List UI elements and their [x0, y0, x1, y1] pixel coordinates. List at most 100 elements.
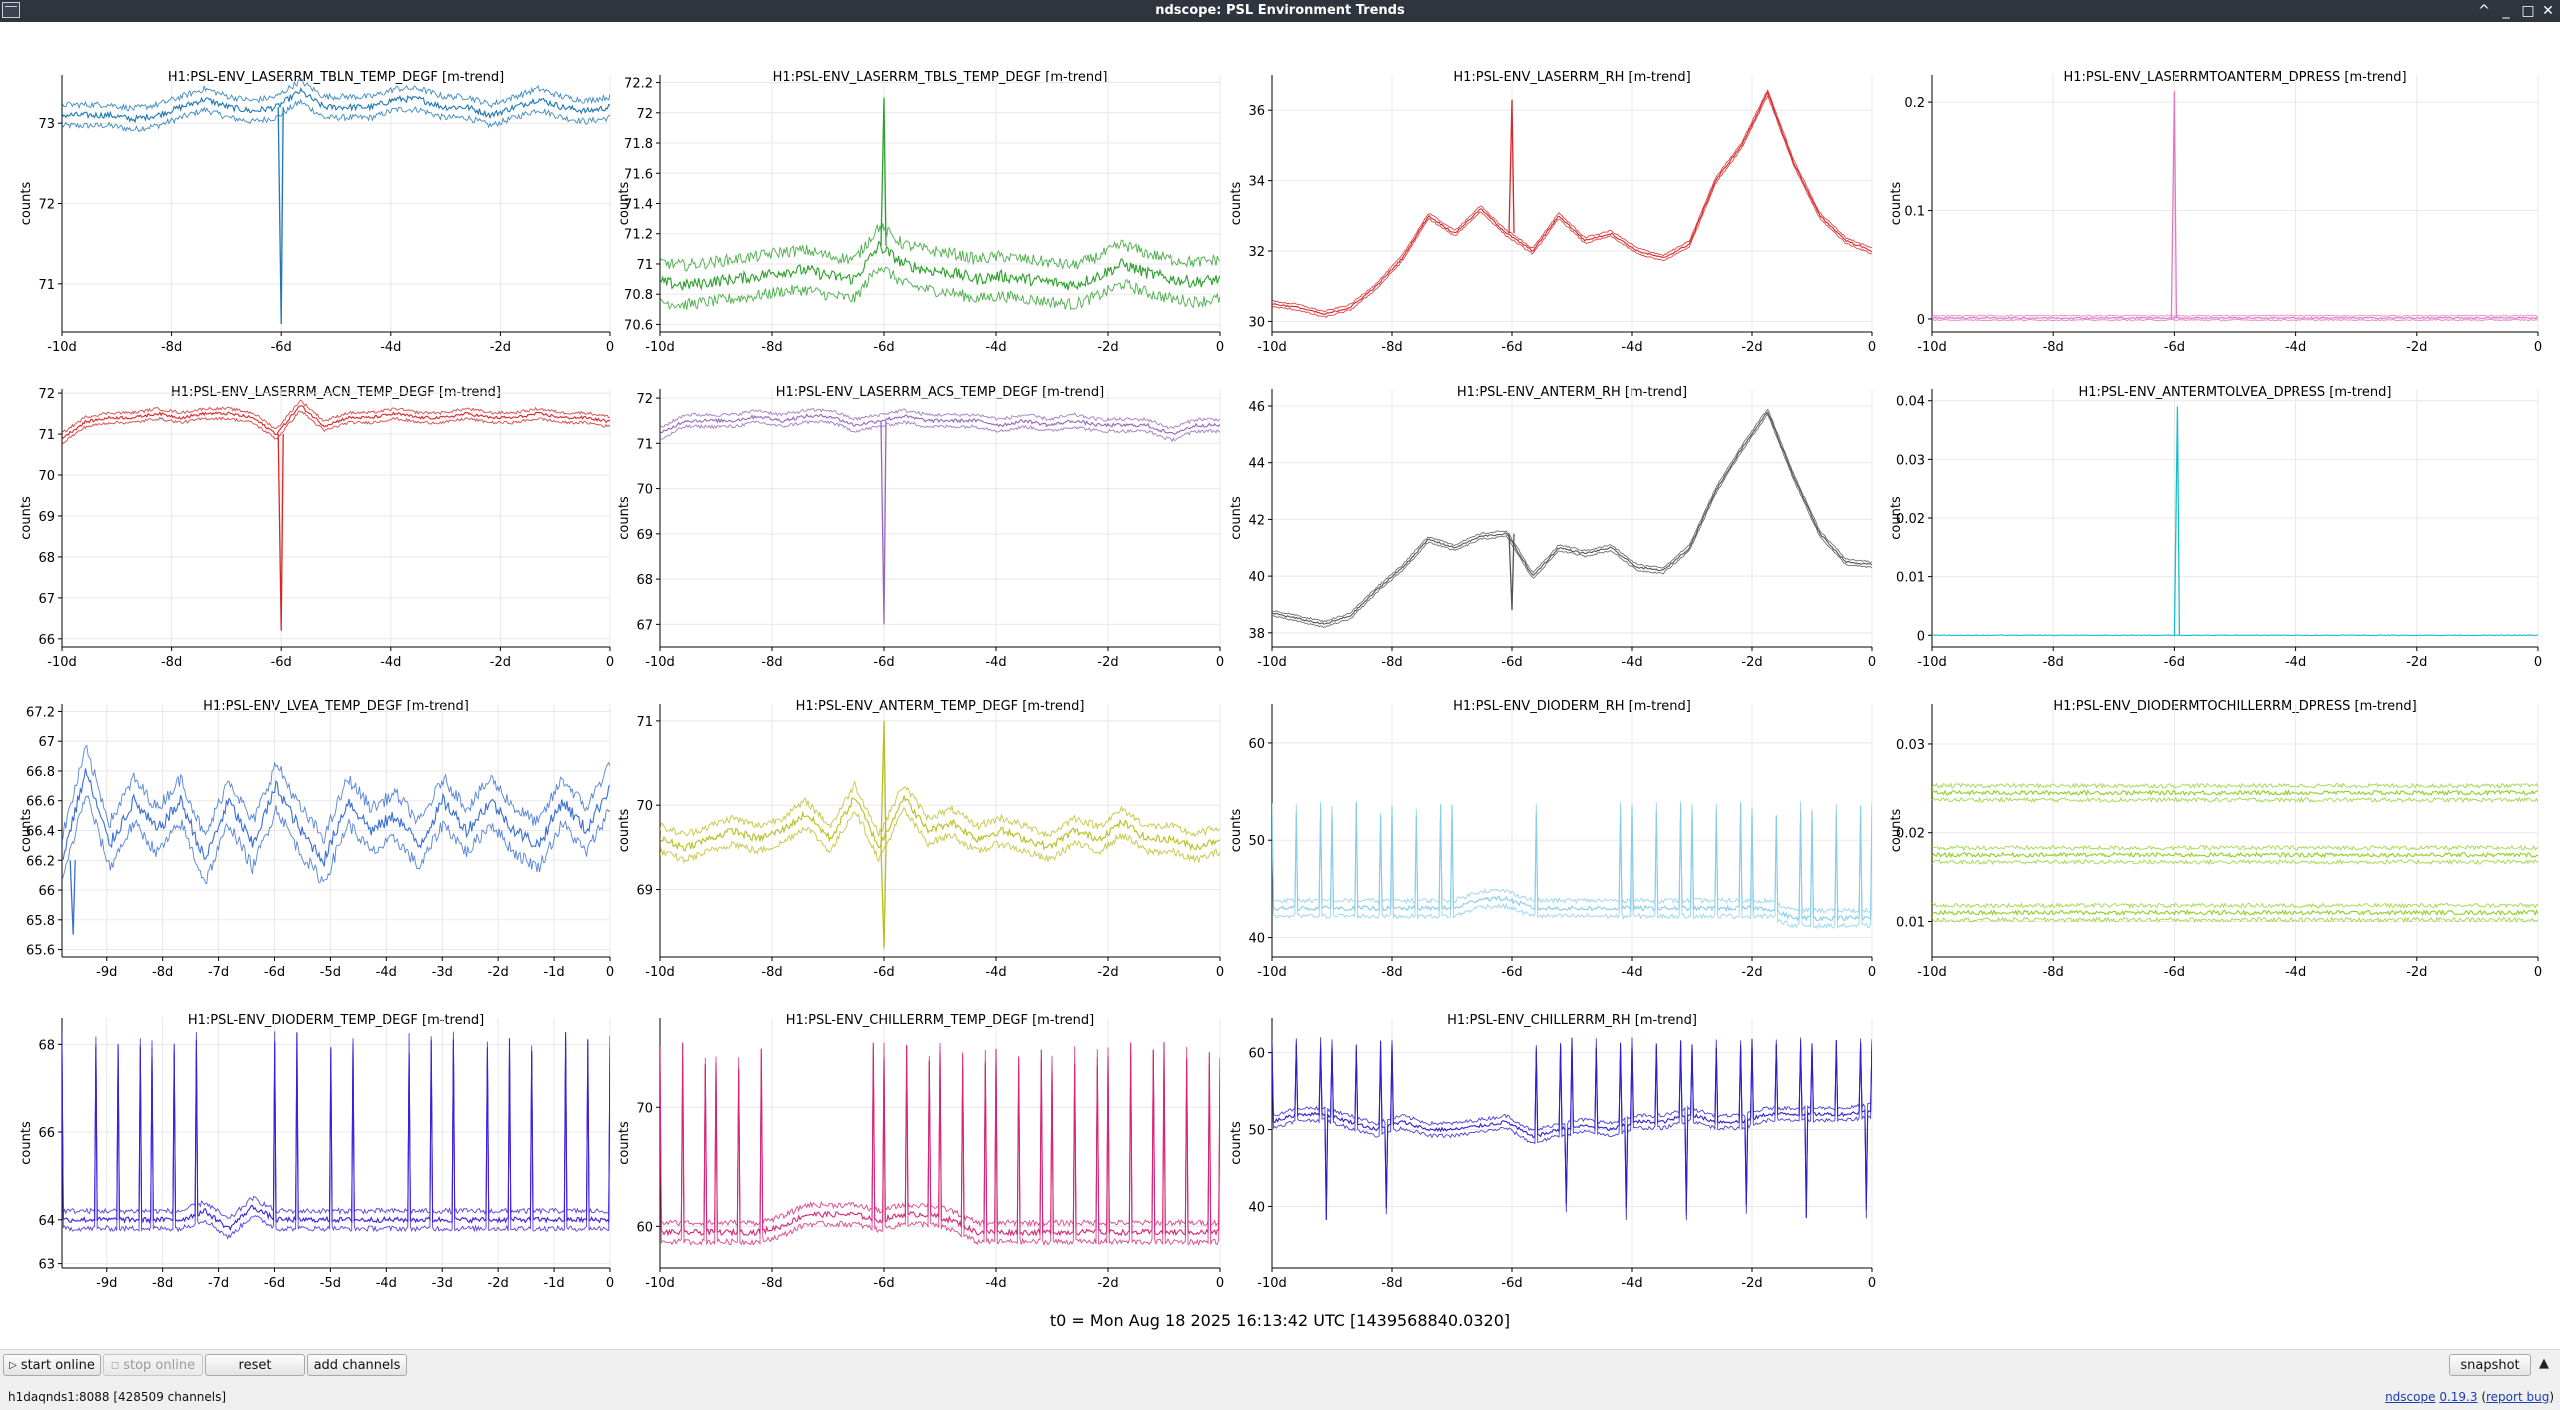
series-line [62, 1031, 610, 1240]
x-tick-label: -10d [47, 655, 77, 670]
plot-panel[interactable]: H1:PSL-ENV_CHILLERRM_TEMP_DEGF [m-trend]… [617, 1013, 1224, 1291]
x-tick-label: 0 [1868, 965, 1876, 980]
plot-panel[interactable]: H1:PSL-ENV_ANTERM_RH [m-trend] -10d -8d -6d… [1229, 385, 1876, 670]
x-tick-label: -2d [1741, 965, 1762, 980]
plot-panel[interactable]: H1:PSL-ENV_LASERRM_TBLS_TEMP_DEGF [m-tre… [617, 70, 1224, 355]
plot-title: H1:PSL-ENV_DIODERM_TEMP_DEGF [m-trend] [188, 1013, 484, 1028]
x-tick-label: -10d [1257, 340, 1287, 355]
start-online-button[interactable]: ▷ start online [3, 1354, 101, 1376]
y-axis-label: counts [19, 1121, 34, 1165]
y-axis-label: counts [1889, 182, 1904, 226]
x-tick-label: -8d [161, 655, 182, 670]
x-tick-label: -4d [376, 965, 397, 980]
x-tick-label: -6d [1501, 340, 1522, 355]
x-tick-label: -2d [2406, 340, 2427, 355]
plot-panel[interactable]: H1:PSL-ENV_LASERRM_ACS_TEMP_DEGF [m-tren… [617, 385, 1224, 670]
x-tick-label: -10d [1917, 655, 1947, 670]
y-axis-label: counts [1229, 182, 1244, 226]
x-tick-label: -6d [873, 340, 894, 355]
series-line [62, 794, 610, 885]
y-tick-label: 67.2 [26, 705, 55, 720]
x-tick-label: -5d [320, 965, 341, 980]
plot-panel[interactable]: H1:PSL-ENV_DIODERM_RH [m-trend] -10d -8d -6… [1229, 699, 1876, 980]
plot-title: H1:PSL-ENV_ANTERM_RH [m-trend] [1457, 385, 1687, 400]
x-tick-label: 0 [1216, 340, 1224, 355]
t0-label: t0 = Mon Aug 18 2025 16:13:42 UTC [14395… [1049, 1311, 1511, 1330]
y-axis-label: counts [617, 496, 632, 540]
keep-above-icon[interactable]: ^ [2478, 3, 2490, 19]
x-tick-label: -2d [1097, 965, 1118, 980]
window-title: ndscope: PSL Environment Trends [1155, 3, 1405, 18]
x-tick-label: 0 [1868, 655, 1876, 670]
y-tick-label: 0.01 [1896, 915, 1925, 930]
y-tick-label: 72 [38, 387, 55, 402]
plot-title: H1:PSL-ENV_LVEA_TEMP_DEGF [m-trend] [203, 699, 469, 714]
spike-mark [880, 720, 887, 848]
x-tick-label: -4d [2285, 340, 2306, 355]
y-tick-label: 71 [38, 278, 55, 293]
plot-title: H1:PSL-ENV_ANTERM_TEMP_DEGF [m-trend] [796, 699, 1085, 714]
plot-title: H1:PSL-ENV_CHILLERRM_RH [m-trend] [1447, 1013, 1697, 1028]
plots-canvas[interactable]: H1:PSL-ENV_LASERRM_TBLN_TEMP_DEGF [m-tre… [0, 22, 2560, 1322]
version-link[interactable]: 0.19.3 [2439, 1390, 2478, 1404]
y-tick-label: 65.6 [26, 944, 55, 959]
stop-online-button[interactable]: ◻ stop online [103, 1354, 203, 1376]
y-tick-label: 71 [636, 715, 653, 730]
y-tick-label: 66 [38, 884, 55, 899]
x-tick-label: -4d [380, 655, 401, 670]
expand-panel-icon[interactable]: ▲ [2539, 1356, 2549, 1371]
y-tick-label: 71 [38, 428, 55, 443]
plot-panel[interactable]: H1:PSL-ENV_ANTERM_TEMP_DEGF [m-trend] -10… [617, 699, 1224, 980]
y-tick-label: 70 [38, 469, 55, 484]
x-tick-label: -8d [761, 340, 782, 355]
series-line [1932, 796, 2538, 804]
y-axis-label: counts [1889, 496, 1904, 540]
y-tick-label: 66 [38, 1126, 55, 1141]
y-tick-label: 72.2 [624, 77, 653, 92]
x-tick-label: -2d [1741, 340, 1762, 355]
plot-panel[interactable]: H1:PSL-ENV_DIODERMTOCHILLERRM_DPRESS [m-… [1889, 699, 2542, 980]
y-tick-label: 0.1 [1904, 205, 1925, 220]
plot-panel[interactable]: H1:PSL-ENV_LASERRMTOANTERM_DPRESS [m-tre… [1889, 70, 2542, 355]
plot-panel[interactable]: H1:PSL-ENV_CHILLERRM_RH [m-trend] -10d -8d… [1229, 1013, 1876, 1291]
plot-panel[interactable]: H1:PSL-ENV_LVEA_TEMP_DEGF [m-trend] -9d -8… [19, 699, 614, 980]
series-line [62, 405, 610, 440]
plot-panel[interactable]: H1:PSL-ENV_ANTERMTOLVEA_DPRESS [m-trend]… [1889, 385, 2542, 670]
report-bug-link[interactable]: report bug [2486, 1390, 2550, 1404]
y-tick-label: 65.8 [26, 914, 55, 929]
add-channels-button[interactable]: add channels [307, 1354, 407, 1376]
ndscope-link[interactable]: ndscope [2385, 1390, 2436, 1404]
maximize-icon[interactable]: □ [2521, 3, 2535, 19]
series-line [62, 86, 610, 124]
y-tick-label: 70.6 [624, 318, 653, 333]
plot-panel[interactable]: H1:PSL-ENV_LASERRM_RH [m-trend] -10d -8d -6… [1229, 70, 1876, 355]
x-tick-label: -2d [1741, 1276, 1762, 1291]
y-tick-label: 69 [636, 884, 653, 899]
close-icon[interactable]: ✕ [2542, 3, 2554, 19]
plot-panel[interactable]: H1:PSL-ENV_LASERRM_TBLN_TEMP_DEGF [m-tre… [19, 70, 614, 355]
x-tick-label: -10d [1257, 965, 1287, 980]
window-titlebar: ndscope: PSL Environment Trends ^ _ □ ✕ [0, 0, 2560, 22]
x-tick-label: -4d [985, 965, 1006, 980]
x-tick-label: 0 [2534, 655, 2542, 670]
series-line [1272, 801, 1872, 930]
plot-grid[interactable]: H1:PSL-ENV_LASERRM_TBLN_TEMP_DEGF [m-tre… [0, 22, 2560, 1322]
x-tick-label: -2d [490, 655, 511, 670]
plot-panel[interactable]: H1:PSL-ENV_LASERRM_ACN_TEMP_DEGF [m-tren… [19, 385, 614, 670]
series-line [1272, 1037, 1872, 1221]
x-tick-label: -6d [271, 340, 292, 355]
x-tick-label: -10d [1257, 1276, 1287, 1291]
snapshot-button[interactable]: snapshot [2449, 1354, 2531, 1376]
y-tick-label: 71.2 [624, 228, 653, 243]
x-tick-label: -2d [1741, 655, 1762, 670]
reset-button[interactable]: reset [205, 1354, 305, 1376]
plot-title: H1:PSL-ENV_DIODERMTOCHILLERRM_DPRESS [m-… [2053, 699, 2416, 714]
x-tick-label: -2d [490, 340, 511, 355]
x-tick-label: -8d [1381, 1276, 1402, 1291]
y-tick-label: 34 [1248, 175, 1265, 190]
x-tick-label: -8d [761, 655, 782, 670]
plot-panel[interactable]: H1:PSL-ENV_DIODERM_TEMP_DEGF [m-trend] -9… [19, 1013, 614, 1291]
minimize-icon[interactable]: _ [2502, 3, 2510, 19]
y-tick-label: 0.02 [1896, 827, 1925, 842]
y-tick-label: 68 [38, 1038, 55, 1053]
